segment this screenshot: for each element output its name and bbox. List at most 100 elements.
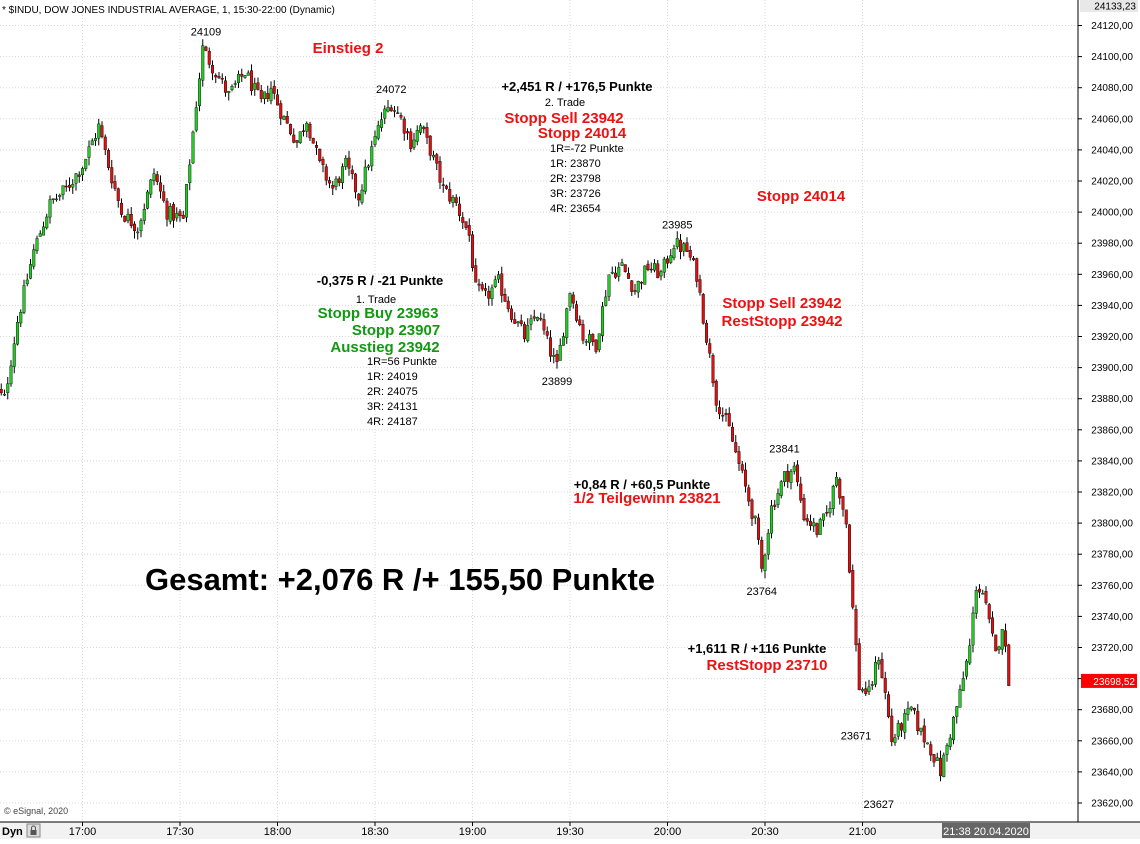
total-result: Gesamt: +2,076 R /+ 155,50 Punkte: [145, 562, 655, 597]
candle-down: [454, 197, 458, 204]
candle-down: [750, 499, 754, 519]
candle-down: [799, 483, 803, 501]
candle-down: [711, 355, 715, 384]
swing-label: 23627: [863, 799, 894, 811]
candle-up: [861, 689, 865, 692]
candle-down: [796, 464, 800, 483]
candle-down: [698, 279, 702, 293]
candle-up: [412, 139, 416, 148]
candle-down: [500, 273, 504, 296]
candle-up: [344, 158, 348, 167]
y-tick-label: 23840,00: [1091, 456, 1133, 467]
candle-down: [688, 250, 692, 258]
candle-down: [786, 470, 790, 482]
candle-up: [971, 612, 975, 646]
candle-down: [640, 281, 644, 284]
candle-down: [747, 487, 751, 502]
candle-down: [510, 308, 514, 320]
candle-up: [558, 345, 562, 361]
candle-down: [545, 331, 549, 336]
candle-down: [158, 182, 162, 192]
candle-up: [188, 164, 192, 184]
candle-up: [305, 123, 309, 132]
candle-down: [649, 268, 653, 271]
candle-down: [503, 293, 507, 302]
candle-up: [373, 136, 377, 145]
candle-down: [656, 263, 660, 279]
candle-down: [922, 725, 926, 743]
candle-down: [103, 136, 107, 150]
candle-up: [201, 45, 205, 81]
candle-down: [692, 258, 696, 261]
candle-down: [994, 634, 998, 652]
rest-result: +1,611 R / +116 Punkte: [688, 641, 827, 656]
candle-down: [932, 754, 936, 763]
time-axis[interactable]: 17:00 17:30 18:00 18:30 19:00 19:30 20:00 20:30…: [0, 821, 1140, 839]
copyright: © eSignal, 2020: [4, 806, 68, 816]
candle-down: [685, 242, 689, 252]
trade2-stopp: Stopp 24014: [538, 125, 627, 142]
candle-down: [630, 280, 634, 292]
trade1-stopp-buy: Stopp Buy 23963: [318, 305, 439, 322]
candle-up: [870, 684, 874, 686]
candle-up: [682, 243, 686, 252]
x-tick-label: 18:30: [361, 826, 389, 838]
swing-label: 24072: [376, 84, 407, 96]
candle-up: [80, 168, 84, 176]
candle-down: [900, 723, 904, 731]
candle-up: [194, 107, 198, 131]
candle-up: [812, 522, 816, 527]
candle-down: [890, 715, 894, 742]
candle-down: [220, 78, 224, 80]
candle-up: [3, 393, 6, 396]
candle-up: [490, 287, 494, 300]
x-tick-label: 21:00: [849, 826, 877, 838]
candle-up: [997, 646, 1001, 650]
candle-down: [256, 82, 260, 90]
candle-down: [155, 174, 159, 182]
y-tick-label: 23760,00: [1091, 581, 1133, 592]
candle-down: [646, 263, 650, 270]
last-price-badge: [1081, 673, 1137, 688]
price-axis[interactable]: 24133,23 23620,00 23640,00 23660,00 23680,0…: [1077, 0, 1140, 822]
candle-up: [383, 108, 387, 119]
candle-up: [636, 281, 640, 293]
candle-up: [253, 83, 257, 90]
grid-layer: [0, 0, 1078, 822]
y-tick-label: 23820,00: [1091, 488, 1133, 499]
swing-label: 23985: [662, 219, 693, 231]
x-tick-label: 18:00: [264, 826, 292, 838]
candle-up: [184, 184, 188, 218]
candle-up: [334, 178, 338, 187]
candle-up: [669, 255, 673, 263]
candle-down: [113, 181, 117, 189]
trade1-stopp: Stopp 23907: [352, 322, 440, 339]
candle-down: [0, 388, 3, 394]
rest-label: RestStopp 23710: [707, 657, 828, 674]
datetime-box: [942, 823, 1030, 838]
candle-down: [315, 145, 319, 148]
candle-up: [516, 321, 520, 324]
candle-down: [337, 178, 341, 183]
candle-up: [935, 757, 939, 761]
candle-up: [604, 296, 608, 306]
candle-down: [929, 744, 933, 756]
trade2-label: 2. Trade: [545, 97, 585, 109]
candle-down: [276, 94, 280, 106]
top-price-box: [1080, 0, 1138, 12]
trade1-label: 1. Trade: [356, 294, 396, 306]
trade2-r3: 3R: 23726: [550, 188, 601, 200]
candle-up: [896, 723, 900, 737]
candle-down: [695, 258, 699, 282]
candle-down: [181, 214, 185, 219]
candle-down: [848, 524, 852, 573]
candle-up: [363, 166, 367, 192]
candle-up: [620, 262, 624, 266]
candle-down: [575, 304, 579, 321]
candle-down: [916, 710, 920, 732]
candle-down: [64, 185, 68, 188]
candle-down: [67, 184, 71, 188]
y-tick-label: 23860,00: [1091, 425, 1133, 436]
candle-down: [555, 353, 559, 362]
candle-up: [263, 91, 267, 100]
